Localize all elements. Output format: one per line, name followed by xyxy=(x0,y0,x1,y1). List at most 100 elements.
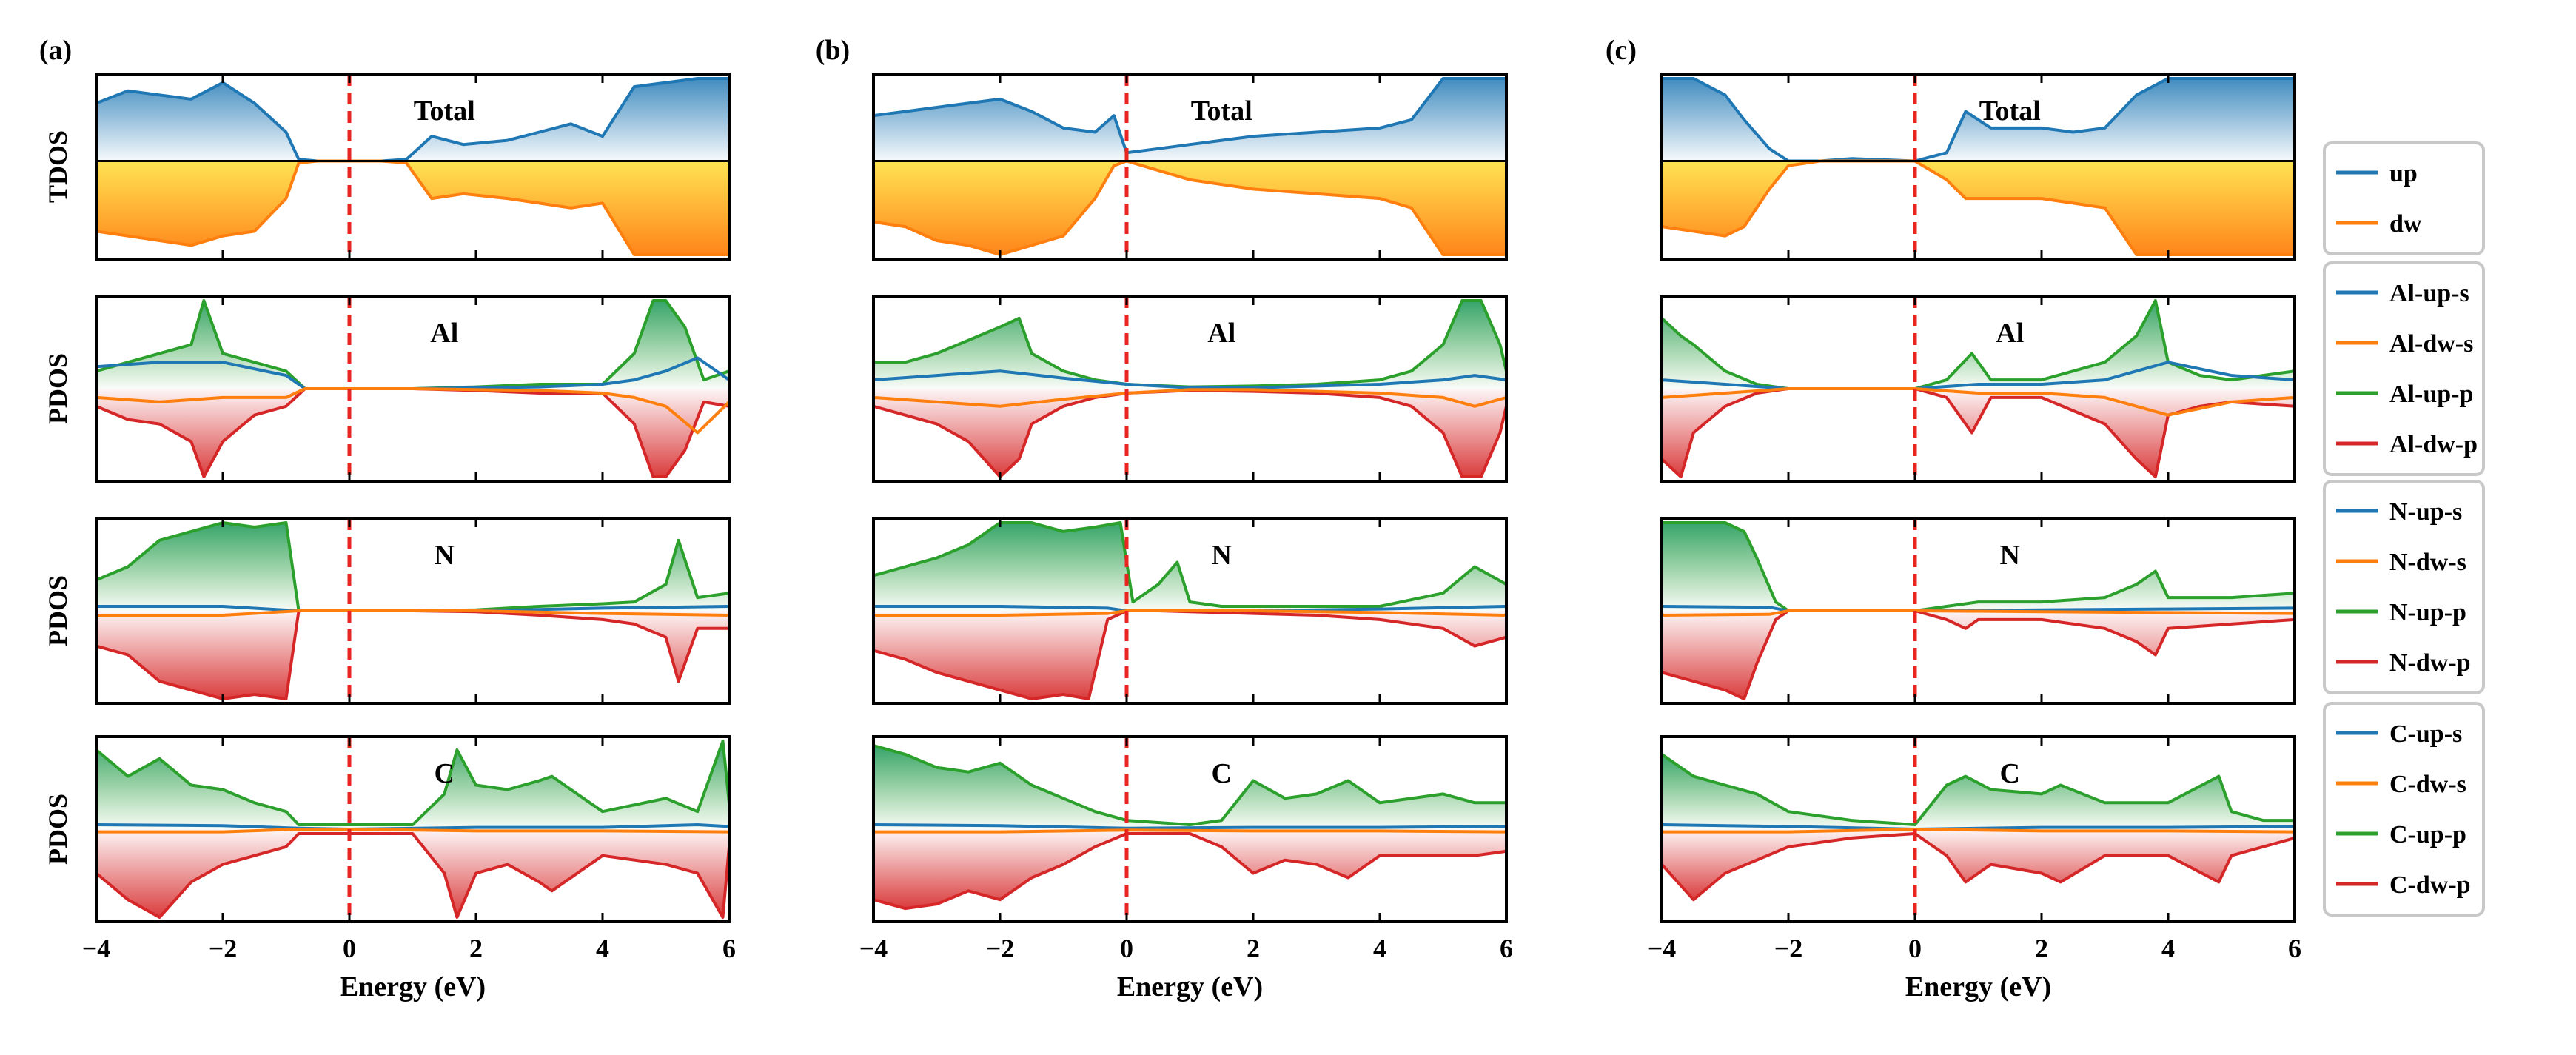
y-axis-label: PDOS xyxy=(43,575,73,646)
panel-1: (b) Total Al N C −4 −2 0 2 4 6 Energy (eV) xyxy=(816,35,1513,1002)
up-series-line xyxy=(873,77,1506,155)
subplot-1-0: Total xyxy=(872,73,1508,261)
legend-box xyxy=(2323,702,2485,917)
subplot-title: C xyxy=(1212,758,1232,789)
legend-3: C-up-s C-dw-s C-up-p C-dw-p xyxy=(2323,702,2485,917)
legend-entry: Al-up-s xyxy=(2389,280,2469,307)
up-p-series-fill xyxy=(96,301,729,389)
legend-entry: dw xyxy=(2389,210,2422,238)
x-tick-label: 4 xyxy=(596,934,609,963)
dw-p-series-line xyxy=(96,832,729,919)
x-tick-label: 6 xyxy=(1500,934,1513,963)
subplot-title: N xyxy=(1212,540,1232,571)
up-s-series-line xyxy=(1662,823,2295,831)
up-series-fill xyxy=(96,78,729,161)
axes-frame xyxy=(872,517,1508,705)
up-p-series-fill xyxy=(873,301,1506,389)
dw-s-series-line xyxy=(96,387,729,435)
legend-0: up dw xyxy=(2323,141,2485,255)
axes-frame xyxy=(95,73,731,261)
dw-s-series-line xyxy=(873,828,1506,834)
subplot-title: C xyxy=(2000,758,2020,789)
x-axis-label: Energy (eV) xyxy=(340,971,486,1002)
x-axis-label: Energy (eV) xyxy=(1905,971,2051,1002)
legend-2: N-up-s N-dw-s N-up-p N-dw-p xyxy=(2323,480,2485,694)
legend-entry: N-dw-p xyxy=(2389,649,2471,677)
x-tick-label: 6 xyxy=(722,934,736,963)
axes-frame xyxy=(95,517,731,705)
x-tick-label: 2 xyxy=(469,934,483,963)
dw-p-series-line xyxy=(1662,832,2295,902)
axes-frame xyxy=(1660,73,2296,261)
legend-entry: C-dw-p xyxy=(2389,871,2471,899)
dw-p-series-fill xyxy=(1662,611,2295,699)
up-p-series-fill xyxy=(873,746,1506,829)
dw-p-series-line xyxy=(1662,609,2295,700)
axes-frame xyxy=(872,295,1508,483)
up-s-series-line xyxy=(96,823,729,831)
up-p-series-fill xyxy=(1662,301,2295,389)
subplot-2-0: Total xyxy=(1660,73,2296,261)
legend-entry: N-up-p xyxy=(2389,599,2466,626)
up-s-series-line xyxy=(873,823,1506,830)
subplot-0-2: N PDOS xyxy=(43,517,731,705)
plot-area xyxy=(873,77,1506,256)
x-tick-label: 0 xyxy=(1120,934,1133,963)
up-p-series-fill xyxy=(96,523,729,611)
x-tick-label: 4 xyxy=(2161,934,2175,963)
x-tick-label: −4 xyxy=(1648,934,1677,963)
panel-0: (a) Total TDOS Al PDOS N PDOS C PDOS −4 −2 0 2 4 6 Ener… xyxy=(39,35,736,1002)
plot-area xyxy=(1662,521,2295,700)
subplot-1-2: N xyxy=(872,517,1508,705)
panel-label: (b) xyxy=(816,35,850,66)
dw-p-series-fill xyxy=(1662,829,2295,900)
x-tick-label: −2 xyxy=(209,934,238,963)
x-tick-label: 4 xyxy=(1373,934,1386,963)
subplot-0-0: Total TDOS xyxy=(43,73,731,261)
x-tick-label: 0 xyxy=(343,934,356,963)
plot-area xyxy=(96,521,729,700)
legend-entry: Al-dw-s xyxy=(2389,330,2473,358)
x-tick-label: −4 xyxy=(859,934,888,963)
up-p-series-line xyxy=(873,744,1506,826)
up-s-series-line xyxy=(1662,361,2295,390)
subplot-2-3: C xyxy=(1660,735,2296,923)
dw-p-series-fill xyxy=(873,611,1506,699)
axes-frame xyxy=(872,735,1508,923)
legend-entry: N-dw-s xyxy=(2389,549,2466,576)
x-tick-label: −2 xyxy=(986,934,1015,963)
dw-series-fill xyxy=(1662,161,2295,255)
subplot-title: C xyxy=(435,758,455,789)
dw-series-line xyxy=(1662,159,2295,256)
legend-box xyxy=(2323,261,2485,476)
subplot-title: Al xyxy=(1996,318,2024,349)
up-p-series-fill xyxy=(1662,754,2295,829)
dw-p-series-fill xyxy=(1662,389,2295,477)
subplot-title: N xyxy=(2000,540,2020,571)
dw-series-fill xyxy=(873,161,1506,255)
dw-s-series-line xyxy=(1662,828,2295,834)
dw-p-series-fill xyxy=(96,829,729,917)
x-tick-label: 2 xyxy=(2035,934,2048,963)
x-tick-label: 2 xyxy=(1247,934,1260,963)
legend-entry: Al-dw-p xyxy=(2389,431,2478,458)
dw-p-series-fill xyxy=(96,611,729,699)
y-axis-label: PDOS xyxy=(43,353,73,424)
subplot-title: Total xyxy=(1191,96,1252,127)
dw-p-series-line xyxy=(873,609,1506,700)
x-axis-label: Energy (eV) xyxy=(1117,971,1263,1002)
up-p-series-line xyxy=(873,521,1506,608)
up-s-series-line xyxy=(873,369,1506,389)
dw-s-series-line xyxy=(873,388,1506,408)
plot-area xyxy=(1662,753,2295,902)
y-axis-label: TDOS xyxy=(43,130,73,203)
subplot-0-3: C PDOS xyxy=(43,735,731,923)
x-tick-label: −2 xyxy=(1774,934,1803,963)
y-axis-label: PDOS xyxy=(43,794,73,865)
subplot-title: Total xyxy=(1979,96,2041,127)
axes-frame xyxy=(95,735,731,923)
legend-1: Al-up-s Al-dw-s Al-up-p Al-dw-p xyxy=(2323,261,2485,476)
dw-p-series-fill xyxy=(873,829,1506,909)
dw-s-series-line xyxy=(1662,387,2295,417)
subplot-2-1: Al xyxy=(1660,295,2296,483)
